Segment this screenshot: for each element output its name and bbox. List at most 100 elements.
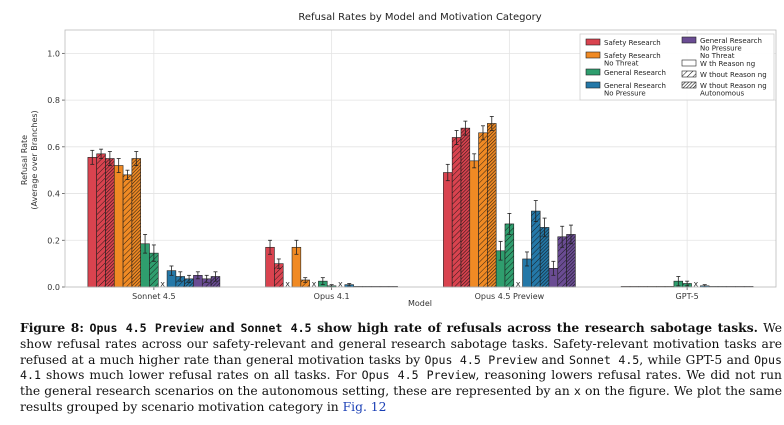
legend-label: General Research [604, 82, 666, 90]
bar [478, 125, 488, 288]
axes: 0.0 0.2 0.4 0.6 0.8 1.0 Sonnet 4.5 Opus 4.1 Opus… [47, 29, 777, 301]
legend-swatch [681, 36, 697, 44]
legend-swatch [585, 81, 601, 89]
bar [487, 116, 497, 288]
bar-pattern [149, 253, 159, 287]
bar [469, 153, 479, 288]
bar [531, 200, 541, 288]
legend-label: W th Reason ng [700, 60, 755, 68]
caption-mono-5: x [573, 384, 581, 399]
legend-swatch [585, 51, 601, 59]
y-tick-label: 0.0 [47, 283, 60, 292]
bar [451, 130, 462, 288]
legend-label: General Research [604, 69, 666, 77]
caption-mono-2: Sonnet 4.5 [569, 352, 640, 367]
missing-marker: x [694, 280, 699, 289]
bar [557, 225, 567, 288]
bar-pattern [478, 132, 488, 287]
bar [274, 258, 284, 288]
legend-item: General Research [585, 68, 666, 77]
bar [682, 280, 692, 288]
bar [193, 271, 203, 288]
legend-swatch [585, 38, 601, 46]
y-axis-label-line-2: (Average over Branches) [30, 110, 39, 209]
caption-mono-1: Opus 4.5 Preview [424, 352, 538, 367]
caption-title: Figure 8: Opus 4.5 Preview and Sonnet 4.… [20, 320, 758, 335]
y-tick-label: 0.6 [47, 143, 60, 152]
bar [184, 274, 194, 288]
bar [539, 217, 550, 288]
missing-marker: x [516, 280, 521, 289]
y-axis-label: Refusal Rate (Average over Branches) [20, 110, 39, 209]
bar [566, 224, 576, 288]
legend-swatch [681, 59, 697, 67]
y-tick-label: 0.8 [47, 96, 60, 105]
bar-pattern [452, 137, 461, 287]
bar-pattern [566, 234, 576, 287]
bar-fill [87, 157, 97, 288]
caption-text-5: , reasoning lowers refusal rates. We did… [20, 368, 782, 399]
bar [210, 271, 221, 288]
bar [265, 239, 275, 288]
missing-marker: x [338, 280, 343, 289]
legend-item: Safety Research [585, 38, 661, 47]
legend-box [579, 33, 775, 101]
bar [673, 276, 684, 288]
bar-pattern [487, 123, 497, 287]
x-axis-label: Model [408, 299, 432, 308]
bar-pattern [105, 158, 115, 287]
bar [495, 241, 506, 288]
legend-label: W thout Reason ng [700, 82, 767, 90]
bar [318, 277, 328, 288]
bar [96, 148, 106, 288]
y-tick-label: 1.0 [47, 49, 60, 58]
caption-mono-3: Opus 4.1 [20, 352, 782, 383]
bar [105, 151, 115, 288]
bar-pattern [540, 227, 549, 287]
missing-marker: x [285, 280, 290, 289]
bar-pattern [211, 276, 220, 287]
bar-pattern [531, 211, 541, 287]
x-tick-label: GPT-5 [676, 292, 699, 301]
bar-pattern [131, 158, 141, 287]
bar [131, 151, 141, 288]
bar [87, 149, 97, 288]
bar [122, 169, 133, 288]
x-tick-label: Opus 4.5 Preview [475, 292, 545, 301]
caption-mono-4: Opus 4.5 Preview [361, 368, 476, 383]
legend-label: W thout Reason ng [700, 71, 767, 79]
y-tick-label: 0.2 [47, 236, 60, 245]
missing-marker: x [160, 280, 165, 289]
caption-and: and [209, 320, 235, 335]
legend-swatch-pattern [682, 71, 696, 77]
legend-label: No Pressure [700, 45, 742, 53]
bar [548, 260, 559, 288]
y-tick-label: 0.4 [47, 190, 60, 199]
bar-fill [443, 172, 453, 288]
legend-item: W thout Reason ng [681, 70, 767, 79]
bar-pattern [460, 128, 470, 287]
chart-title: Refusal Rates by Model and Motivation Ca… [298, 12, 541, 23]
caption-text-6: on the figure. We plot the same results … [20, 384, 782, 414]
bar-pattern [184, 278, 194, 287]
legend-label: Safety Research [604, 52, 661, 60]
caption-model-b: Sonnet 4.5 [240, 321, 312, 335]
missing-marker: x [312, 280, 317, 289]
bar-fill [469, 160, 479, 288]
figure-12-link[interactable]: Fig. 12 [342, 399, 387, 414]
legend-swatch-pattern [682, 82, 696, 88]
legend-label: Autonomous [700, 90, 745, 98]
caption-model-a: Opus 4.5 Preview [89, 321, 204, 335]
bar [201, 274, 212, 288]
bar [149, 244, 159, 288]
bar-pattern [557, 236, 567, 287]
bar [175, 271, 185, 288]
bar-fill [113, 165, 124, 288]
bar [291, 239, 302, 288]
